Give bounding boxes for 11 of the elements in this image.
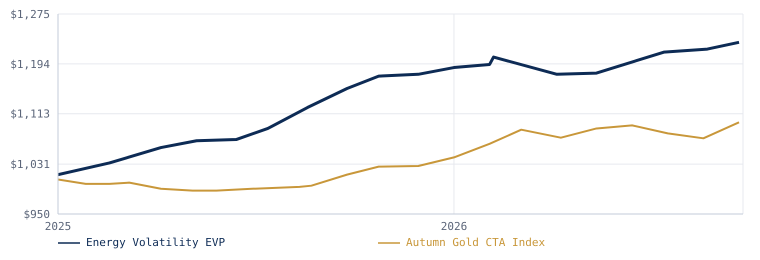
line-series [58, 121, 740, 192]
y-tick-label: $1,194 [10, 58, 50, 71]
y-tick-label: $950 [24, 208, 50, 221]
legend-label: Energy Volatility EVP [86, 236, 226, 249]
legend-label: Autumn Gold CTA Index [406, 236, 546, 249]
line-series [58, 40, 741, 176]
y-tick-label: $1,031 [10, 158, 50, 172]
y-tick-label: $1,113 [10, 108, 50, 121]
x-tick-label: 2026 [440, 220, 468, 233]
x-tick-label: 2025 [44, 220, 72, 233]
y-tick-label: $1,275 [10, 8, 50, 21]
